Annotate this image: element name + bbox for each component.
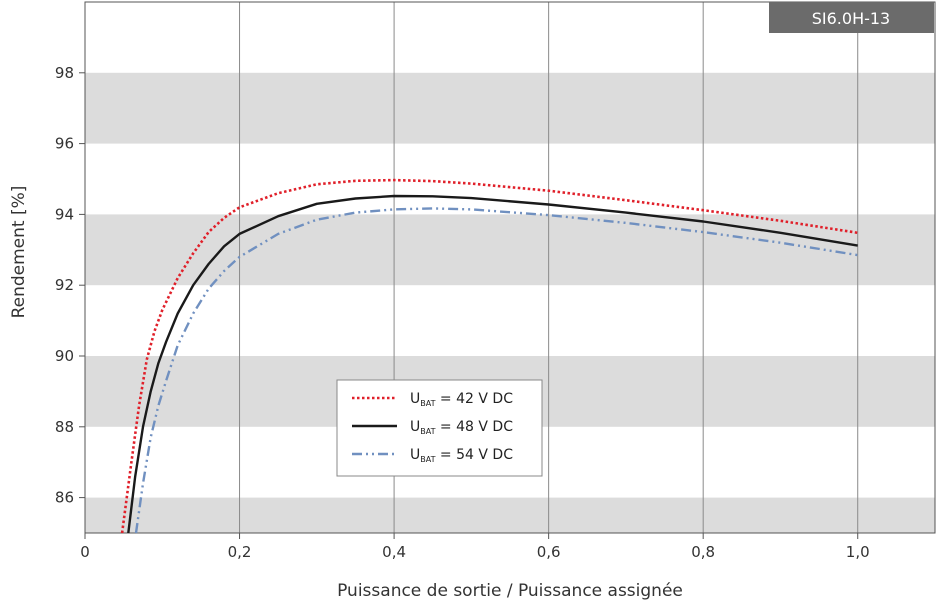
model-badge: SI6.0H-13 bbox=[769, 2, 934, 33]
plot-frame bbox=[84, 1, 936, 534]
y-tick-label-5: 96 bbox=[55, 135, 74, 153]
legend: UBAT = 42 V DC UBAT = 48 V DC UBAT = 54 V … bbox=[336, 379, 543, 477]
x-tick-label-0: 0 bbox=[80, 543, 90, 561]
model-badge-text: SI6.0H-13 bbox=[812, 9, 890, 28]
series-lines bbox=[120, 178, 858, 534]
x-tick-label-4: 0,8 bbox=[691, 543, 715, 561]
x-tick-label-2: 0,4 bbox=[382, 543, 406, 561]
background-band-2 bbox=[85, 214, 935, 286]
x-axis-ticks: 0 0,2 0,4 0,6 0,8 1,0 bbox=[80, 533, 870, 561]
legend-box bbox=[336, 379, 543, 477]
series-line-2 bbox=[134, 207, 858, 534]
legend-label-0: UBAT = 42 V DC bbox=[410, 391, 513, 408]
y-tick-label-2: 90 bbox=[55, 347, 74, 365]
x-tick-label-1: 0,2 bbox=[228, 543, 252, 561]
x-axis-title: Puissance de sortie / Puissance assignée bbox=[337, 581, 683, 601]
x-tick-label-3: 0,6 bbox=[537, 543, 561, 561]
background-band-0 bbox=[85, 497, 935, 533]
y-axis-title: Rendement [%] bbox=[9, 186, 29, 319]
legend-label-2: UBAT = 54 V DC bbox=[410, 447, 513, 464]
y-tick-label-1: 88 bbox=[55, 418, 74, 436]
y-tick-label-3: 92 bbox=[55, 276, 74, 294]
y-axis-ticks: 86 88 90 92 94 96 98 bbox=[55, 64, 85, 507]
legend-label-1: UBAT = 48 V DC bbox=[410, 419, 513, 436]
y-tick-label-6: 98 bbox=[55, 64, 74, 82]
background-band-3 bbox=[85, 72, 935, 144]
y-tick-label-4: 94 bbox=[55, 205, 74, 223]
model-badge-background bbox=[769, 2, 934, 33]
series-line-1 bbox=[127, 194, 858, 534]
y-tick-label-0: 86 bbox=[55, 489, 74, 507]
x-tick-label-5: 1,0 bbox=[846, 543, 870, 561]
